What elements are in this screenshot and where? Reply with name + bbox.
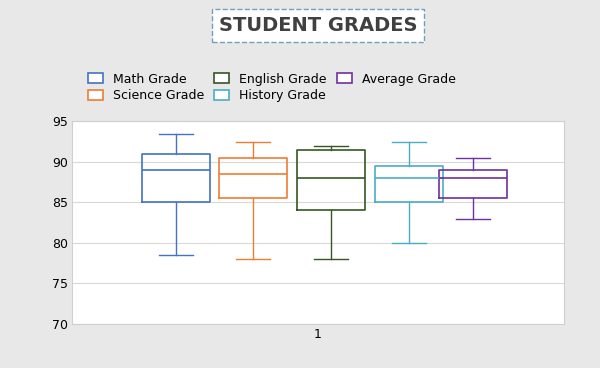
Legend: Math Grade, Science Grade, English Grade, History Grade, Average Grade: Math Grade, Science Grade, English Grade… [84, 69, 460, 106]
Text: STUDENT GRADES: STUDENT GRADES [219, 16, 417, 35]
